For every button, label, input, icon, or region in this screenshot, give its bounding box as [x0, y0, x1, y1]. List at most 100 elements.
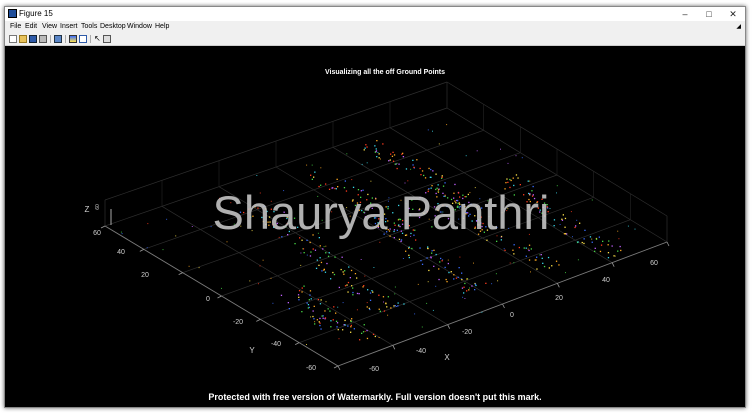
- point-marker: [488, 225, 491, 227]
- point-marker: [356, 277, 358, 279]
- point-marker: [303, 252, 305, 254]
- menu-desktop[interactable]: Desktop: [100, 23, 126, 30]
- point-marker: [584, 229, 586, 231]
- point-marker: [438, 278, 440, 281]
- scatter-3d-axes[interactable]: Visualizing all the off Ground Points 60…: [5, 46, 745, 407]
- watermark-text: Shaurya Panthri: [212, 186, 549, 239]
- point-marker: [463, 292, 465, 294]
- point-marker: [303, 285, 305, 287]
- point-marker: [322, 315, 324, 317]
- point-marker: [598, 236, 600, 238]
- point-marker: [474, 282, 476, 285]
- point-marker: [318, 237, 320, 239]
- point-marker: [546, 206, 548, 208]
- point-marker: [458, 202, 460, 204]
- point-marker: [428, 188, 430, 190]
- point-marker: [465, 155, 467, 157]
- point-marker: [442, 204, 444, 206]
- point-marker: [393, 229, 396, 231]
- point-marker: [319, 303, 322, 305]
- open-file-icon[interactable]: [19, 35, 27, 43]
- menu-view[interactable]: View: [42, 23, 58, 30]
- point-marker: [437, 184, 439, 186]
- insert-legend-icon[interactable]: [79, 35, 87, 43]
- point-marker: [441, 260, 443, 262]
- point-marker: [507, 181, 509, 183]
- point-marker: [401, 223, 404, 225]
- point-marker: [297, 226, 299, 228]
- save-icon[interactable]: [29, 35, 37, 43]
- pointer-icon[interactable]: ↖: [94, 34, 101, 43]
- point-marker: [430, 168, 432, 171]
- point-marker: [379, 241, 381, 243]
- point-marker: [470, 203, 472, 205]
- menu-help[interactable]: Help: [155, 23, 170, 30]
- point-marker: [427, 281, 429, 283]
- menu-file[interactable]: File: [10, 23, 22, 30]
- close-button[interactable]: ✕: [729, 9, 737, 19]
- point-marker: [536, 201, 539, 203]
- point-marker: [394, 163, 396, 165]
- point-marker: [396, 306, 398, 307]
- point-marker: [362, 189, 364, 191]
- point-marker: [574, 226, 576, 229]
- point-marker: [250, 216, 252, 218]
- point-marker: [614, 255, 616, 257]
- point-marker: [369, 308, 371, 311]
- point-marker: [503, 248, 505, 250]
- point-marker: [463, 286, 465, 288]
- x-tick-mark: [666, 241, 670, 247]
- point-marker: [405, 234, 408, 236]
- point-marker: [396, 167, 398, 170]
- point-marker: [408, 254, 410, 256]
- point-marker: [476, 150, 478, 152]
- menu-window[interactable]: Window: [127, 23, 152, 30]
- point-marker: [464, 205, 466, 208]
- point-marker: [346, 284, 348, 286]
- point-marker: [332, 187, 334, 189]
- minimize-button[interactable]: –: [682, 9, 688, 19]
- y-tick-mark: [294, 342, 300, 346]
- point-marker: [528, 198, 530, 201]
- point-marker: [452, 202, 454, 204]
- point-marker: [278, 236, 280, 238]
- point-marker: [373, 267, 375, 268]
- point-marker: [435, 188, 437, 191]
- point-marker: [309, 290, 312, 292]
- point-marker: [527, 180, 529, 182]
- plot-tools-icon[interactable]: [103, 35, 111, 43]
- point-marker: [431, 226, 433, 228]
- print-icon[interactable]: [39, 35, 47, 43]
- point-marker: [509, 186, 511, 189]
- maximize-button[interactable]: □: [706, 9, 712, 19]
- point-marker: [480, 216, 482, 218]
- plot-area[interactable]: Visualizing all the off Ground Points 60…: [5, 46, 745, 407]
- point-marker: [469, 287, 470, 289]
- point-marker: [283, 225, 285, 227]
- point-marker: [447, 218, 450, 220]
- point-marker: [526, 201, 528, 203]
- point-marker: [428, 167, 430, 170]
- point-marker: [583, 242, 585, 245]
- point-marker: [298, 296, 300, 298]
- point-marker: [394, 305, 396, 307]
- point-marker: [428, 218, 430, 220]
- point-marker: [378, 337, 380, 338]
- point-marker: [418, 216, 421, 219]
- menu-edit[interactable]: Edit: [25, 23, 38, 30]
- point-marker: [288, 308, 290, 310]
- link-plot-icon[interactable]: [54, 35, 62, 43]
- insert-colorbar-icon[interactable]: [69, 35, 77, 43]
- point-marker: [525, 255, 527, 257]
- point-marker: [350, 324, 352, 327]
- point-marker: [356, 309, 358, 311]
- menu-insert[interactable]: Insert: [60, 23, 78, 30]
- new-figure-icon[interactable]: [9, 35, 17, 43]
- arrow-icon[interactable]: ◢: [736, 24, 741, 30]
- menu-tools[interactable]: Tools: [81, 23, 98, 30]
- point-marker: [299, 237, 301, 239]
- point-marker: [147, 223, 149, 225]
- point-marker: [269, 221, 271, 223]
- point-marker: [276, 222, 278, 225]
- point-marker: [386, 306, 388, 308]
